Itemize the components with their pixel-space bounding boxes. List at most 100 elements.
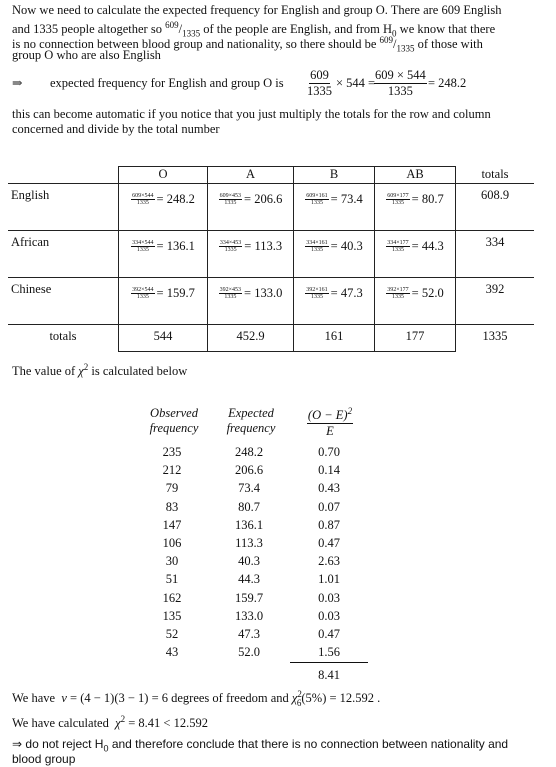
- expected-value: 136.1: [234, 517, 264, 532]
- observed-value: 135: [162, 608, 182, 623]
- header-totals: totals: [455, 166, 534, 184]
- intro-line-2b: of the people are English, and from H: [203, 22, 393, 37]
- intro-line-2c: we know that there: [399, 22, 496, 37]
- intro-line-1: Now we need to calculate the expected fr…: [12, 3, 502, 17]
- dof-line: We have ν = (4 − 1)(3 − 1) = 6 degrees o…: [12, 689, 381, 708]
- implies-arrow: ⇒: [12, 76, 23, 90]
- table-header-row: O A B AB totals: [8, 166, 534, 184]
- expected-value: 47.3: [238, 627, 260, 642]
- table-row-african: African 334×544 1335 = 136.1 334×453 1335 = 11…: [8, 230, 534, 278]
- conclusion-line-2: blood group: [12, 752, 76, 766]
- expected-cell: 609×177 1335 = 80.7: [374, 183, 456, 231]
- expected-value: 52.0: [238, 645, 260, 660]
- sum-rule: [290, 662, 368, 663]
- contribution-value: 1.56: [318, 645, 340, 660]
- inline-fraction-609-1335: 609/1335: [165, 20, 201, 39]
- contribution-value: 0.43: [318, 481, 340, 496]
- contribution-value: 0.07: [318, 499, 340, 514]
- chi-symbol-calc: χ: [115, 716, 121, 731]
- observed-column: 235 212 79 83 147 106 30 51 162 135 52 43: [150, 443, 194, 661]
- contribution-column: 0.70 0.14 0.43 0.07 0.87 0.47 2.63 1.01 0.03 0.03…: [300, 443, 358, 661]
- expected-fraction-2: 609 × 544 1335: [374, 68, 427, 98]
- observed-value: 30: [165, 554, 179, 569]
- chi-symbol: χ: [78, 364, 84, 379]
- row-label: Chinese: [8, 277, 119, 325]
- automatic-line-1: this can become automatic if you notice …: [12, 107, 491, 121]
- expected-cell: 334×177 1335 = 44.3: [374, 230, 456, 278]
- observed-value: 235: [162, 445, 182, 459]
- expected-value: 248.2: [234, 445, 264, 459]
- automatic-line-2: concerned and divide by the total number: [12, 122, 220, 136]
- observed-value: 43: [165, 645, 179, 660]
- chi-sum: 8.41: [318, 668, 340, 682]
- calc-line: We have calculated χ2 = 8.41 < 12.592: [12, 714, 208, 731]
- expected-column: 248.2 206.6 73.4 80.7 136.1 113.3 40.3 44.3 159.…: [224, 443, 274, 661]
- contribution-value: 0.70: [318, 445, 340, 459]
- contribution-value: 0.03: [318, 608, 340, 623]
- inline-fraction-609-1335-b: 609/1335: [379, 35, 415, 54]
- contribution-value: 0.47: [318, 536, 340, 551]
- expected-text: expected frequency for English and group…: [50, 76, 284, 90]
- observed-value: 106: [162, 536, 182, 551]
- expected-value: 40.3: [238, 554, 260, 569]
- observed-value: 51: [165, 572, 179, 587]
- expected-cell: 392×453 1335 = 133.0: [207, 277, 294, 325]
- contribution-value: 1.01: [318, 572, 340, 587]
- row-total: 334: [455, 230, 534, 278]
- row-label: African: [8, 230, 119, 278]
- nu-symbol: ν: [61, 691, 67, 706]
- observed-value: 52: [165, 627, 179, 642]
- expected-cell: 392×177 1335 = 52.0: [374, 277, 456, 325]
- expected-fraction-1: 609 1335: [307, 68, 332, 98]
- observed-value: 83: [165, 499, 179, 514]
- header-observed: Observed frequency: [149, 406, 199, 435]
- expected-cell: 334×453 1335 = 113.3: [207, 230, 294, 278]
- expected-value: 206.6: [234, 463, 264, 478]
- contribution-value: 0.14: [318, 463, 340, 478]
- expected-value: 73.4: [238, 481, 260, 496]
- expected-cell: 609×544 1335 = 248.2: [118, 183, 208, 231]
- expected-value: 113.3: [235, 536, 263, 551]
- chi-symbol-dof: χ: [291, 691, 298, 706]
- expected-value: 159.7: [234, 590, 264, 605]
- intro-line-2a: and 1335 people altogether so: [12, 22, 162, 37]
- expected-cell: 334×544 1335 = 136.1: [118, 230, 208, 278]
- total-AB: 177: [374, 324, 456, 352]
- header-chi-contrib: (O − E)2 E: [306, 406, 354, 439]
- table-row-chinese: Chinese 392×544 1335 = 159.7 392×453 1335 = 13…: [8, 277, 534, 325]
- observed-value: 162: [162, 590, 182, 605]
- observed-value: 79: [165, 481, 179, 496]
- expected-value: 80.7: [238, 499, 260, 514]
- expected-cell: 392×161 1335 = 47.3: [293, 277, 375, 325]
- observed-value: 212: [162, 463, 182, 478]
- row-total: 608.9: [455, 183, 534, 231]
- header-empty: [8, 166, 119, 184]
- expected-frequency-table: O A B AB totals English 609×544 1335 = 248.…: [8, 166, 534, 352]
- header-expected: Expected frequency: [226, 406, 276, 435]
- contribution-value: 0.47: [318, 627, 340, 642]
- expected-cell: 392×544 1335 = 159.7: [118, 277, 208, 325]
- grand-total: 1335: [455, 324, 534, 352]
- observed-value: 147: [162, 517, 182, 532]
- chi-intro: The value of χ2 is calculated below: [12, 362, 188, 379]
- expected-value: 44.3: [238, 572, 260, 587]
- header-O: O: [118, 166, 208, 184]
- intro-line-2: and 1335 people altogether so 609/1335 o…: [12, 20, 496, 39]
- header-B: B: [293, 166, 375, 184]
- total-B: 161: [293, 324, 375, 352]
- expected-cell: 609×453 1335 = 206.6: [207, 183, 294, 231]
- intro-line-3: is no connection between blood group and…: [12, 35, 483, 54]
- header-A: A: [207, 166, 294, 184]
- intro-line-4: group O who are also English: [12, 48, 161, 62]
- contribution-value: 2.63: [318, 554, 340, 569]
- total-O: 544: [118, 324, 208, 352]
- conclusion-arrow: ⇒: [12, 737, 23, 751]
- row-total: 392: [455, 277, 534, 325]
- header-AB: AB: [374, 166, 456, 184]
- conclusion-line-1: ⇒ do not reject H0 and therefore conclud…: [12, 737, 509, 754]
- row-label: English: [8, 183, 119, 231]
- table-row-english: English 609×544 1335 = 248.2 609×453 1335 = 20…: [8, 183, 534, 231]
- total-A: 452.9: [207, 324, 294, 352]
- expected-result: = 248.2: [428, 76, 467, 90]
- expected-value: 133.0: [234, 608, 264, 623]
